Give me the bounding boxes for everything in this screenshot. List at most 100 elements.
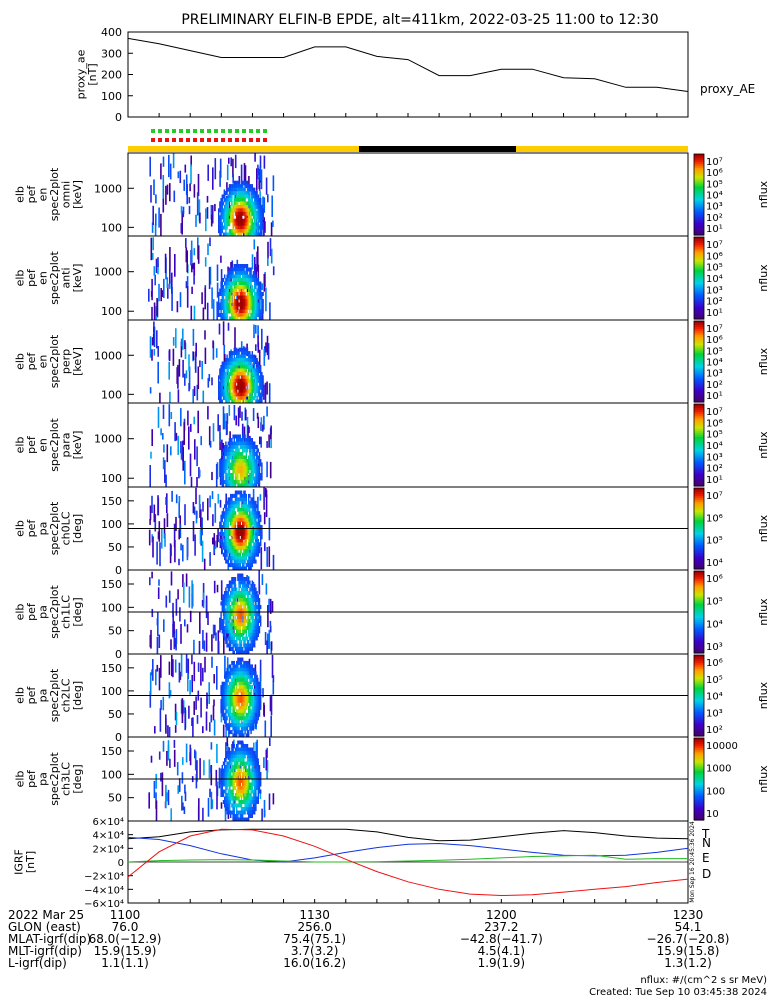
spectrogram-pixel	[244, 354, 246, 359]
spin-marker-green	[214, 129, 218, 133]
spectrogram-ch1LC-colorbar-segment	[694, 616, 704, 619]
spectrogram-pixel	[234, 396, 237, 401]
spectrogram-pixel	[193, 506, 196, 515]
spectrogram-pixel	[231, 629, 233, 634]
spectrogram-para-colorbar-segment	[694, 426, 704, 430]
spectrogram-pixel	[261, 525, 263, 529]
spectrogram-pixel	[258, 232, 261, 237]
spectrogram-anti-colorbar-segment	[694, 314, 704, 318]
spectrogram-pixel	[222, 455, 225, 460]
spectrogram-pixel	[174, 254, 176, 277]
spectrogram-pixel	[246, 580, 249, 585]
spectrogram-pixel	[228, 528, 231, 533]
spectrogram-ch2LC-colorbar-tick: 10⁵	[706, 675, 723, 686]
spectrogram-pixel	[264, 632, 267, 645]
spectrogram-pixel	[261, 309, 263, 314]
spectrogram-pixel	[196, 446, 198, 467]
spectrogram-pixel	[233, 549, 235, 554]
spectrogram-pixel	[236, 351, 238, 356]
spectrogram-pixel	[239, 299, 241, 303]
spectrogram-pixel	[224, 299, 226, 303]
spectrogram-pixel	[244, 514, 246, 519]
spectrogram-pixel	[245, 378, 247, 383]
spectrogram-pixel	[257, 702, 259, 707]
spectrogram-pixel	[250, 699, 252, 703]
spectrogram-pixel	[237, 375, 239, 380]
spectrogram-pixel	[257, 692, 259, 696]
spectrogram-pixel	[240, 459, 243, 463]
spectrogram-pixel	[234, 225, 237, 230]
spectrogram-pixel	[240, 587, 243, 592]
spectrogram-pixel	[162, 404, 165, 419]
spectrogram-pixel	[251, 208, 253, 213]
spectrogram-pixel	[256, 552, 258, 557]
spectrogram-pixel	[150, 451, 152, 459]
spectrogram-pixel	[252, 225, 255, 230]
spectrogram-pixel	[225, 525, 227, 529]
spectrogram-pixel	[260, 695, 262, 700]
spectrogram-omni-colorbar-segment	[694, 216, 704, 220]
spectrogram-pixel	[221, 608, 223, 613]
spectrogram-pixel	[224, 392, 226, 397]
spectrogram-pixel	[234, 528, 237, 533]
spectrogram-pixel	[243, 281, 245, 286]
spectrogram-pixel	[251, 222, 253, 227]
spectrogram-pixel	[227, 712, 229, 717]
spectrogram-pixel	[259, 659, 262, 682]
spectrogram-pixel	[232, 660, 234, 665]
spectrogram-pixel	[168, 349, 171, 361]
spectrogram-pixel	[231, 747, 233, 752]
spectrogram-pixel	[228, 184, 231, 189]
spectrogram-pixel	[225, 459, 227, 463]
spectrogram-pixel	[260, 281, 262, 286]
spectrogram-pixel	[220, 782, 222, 787]
spectrogram-pixel	[248, 563, 250, 568]
spectrogram-pixel	[223, 635, 225, 654]
spectrogram-pixel	[261, 328, 263, 350]
spectrogram-pixel	[205, 632, 208, 652]
spectrogram-pixel	[254, 278, 256, 282]
spectrogram-pixel	[256, 399, 258, 404]
spectrogram-pixel	[231, 810, 233, 815]
spectrogram-ch1LC-colorbar-segment	[694, 626, 704, 629]
spectrogram-pixel	[249, 306, 251, 310]
spectrogram-para-colorbar-label: nflux	[757, 431, 770, 459]
spectrogram-pixel	[255, 198, 257, 202]
spectrogram-pixel	[230, 782, 232, 787]
spectrogram-pixel	[220, 702, 222, 707]
spectrogram-pixel	[242, 688, 244, 693]
spectrogram-pixel	[246, 225, 249, 230]
spectrogram-pixel	[256, 504, 258, 509]
spectrogram-pixel	[249, 528, 251, 533]
spectrogram-pixel	[228, 685, 231, 690]
spectrogram-pixel	[231, 299, 233, 303]
spectrogram-pixel	[222, 772, 225, 776]
spectrogram-pixel	[240, 643, 243, 648]
proxy-ae-series-label: proxy_AE	[700, 82, 755, 96]
spectrogram-pixel	[246, 528, 249, 533]
spectrogram-pixel	[242, 211, 244, 216]
spectrogram-pixel	[233, 622, 235, 627]
spectrogram-pixel	[244, 532, 246, 536]
spectrogram-pixel	[221, 542, 223, 547]
spectrogram-pixel	[175, 516, 177, 531]
spectrogram-pixel	[228, 730, 231, 735]
spectrogram-pixel	[232, 267, 234, 272]
spectrogram-pixel	[228, 671, 231, 676]
spectrogram-pixel	[242, 302, 244, 307]
spectrogram-ch2LC-colorbar-segment	[694, 659, 704, 662]
spectrogram-pixel	[250, 566, 252, 571]
spectrogram-pixel	[257, 292, 260, 310]
spectrogram-pixel	[258, 483, 261, 488]
spectrogram-pixel	[228, 615, 231, 620]
spectrogram-pixel	[239, 215, 241, 220]
spectrogram-pixel	[249, 309, 251, 314]
spectrogram-pixel	[230, 789, 232, 794]
spectrogram-pixel	[197, 366, 200, 390]
spectrogram-pixel	[258, 598, 261, 602]
spectrogram-pixel	[240, 702, 243, 707]
spectrogram-pixel	[250, 382, 252, 387]
spectrogram-pixel	[244, 378, 246, 383]
spectrogram-ch2LC-colorbar-segment	[694, 699, 704, 703]
spin-marker-green	[172, 129, 176, 133]
